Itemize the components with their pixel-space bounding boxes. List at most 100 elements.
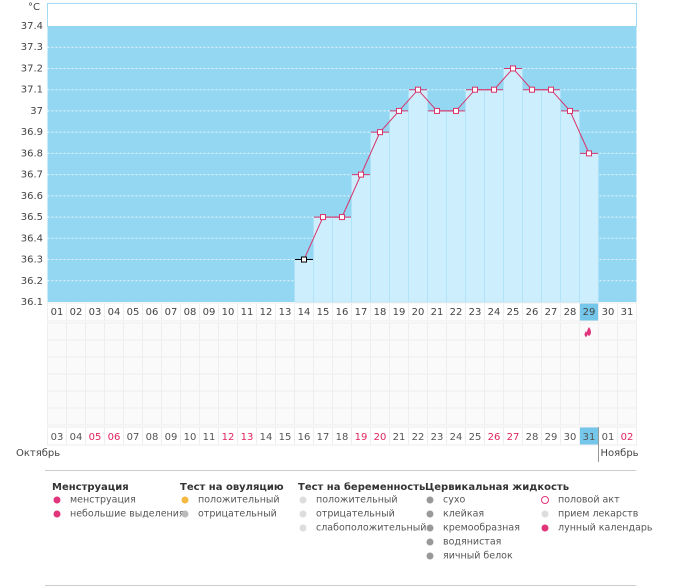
legend-icon	[299, 510, 307, 518]
temperature-point	[491, 86, 497, 93]
y-tick-label: 36.9	[21, 127, 43, 138]
grid-cell	[123, 356, 143, 375]
grid-cell	[389, 356, 409, 375]
grid-cell	[484, 356, 504, 375]
grid-cell	[237, 407, 257, 426]
temperature-point	[548, 86, 554, 93]
grid-cell	[617, 322, 637, 341]
date-label: 30	[564, 432, 577, 443]
legend-header: Тест на овуляцию	[180, 482, 284, 493]
temperature-bar	[408, 89, 428, 303]
grid-cell	[579, 373, 599, 392]
grid-cell	[142, 322, 162, 341]
date-label: 06	[108, 432, 121, 443]
grid-cell	[66, 356, 86, 375]
x-tick-label: 26	[526, 307, 539, 318]
grid-cell	[617, 356, 637, 375]
grid-cell	[427, 390, 447, 409]
grid-cell	[522, 407, 542, 426]
x-tick-label: 04	[108, 307, 121, 318]
grid-cell	[47, 339, 67, 358]
grid-cell	[446, 407, 466, 426]
grid-cell	[332, 373, 352, 392]
grid-cell	[123, 373, 143, 392]
grid-cell	[180, 356, 200, 375]
grid-cell	[503, 373, 523, 392]
grid-cell	[256, 356, 276, 375]
temperature-bar	[351, 174, 371, 303]
x-tick-label: 08	[184, 307, 197, 318]
grid-cell	[294, 356, 314, 375]
legend-icon	[541, 510, 549, 518]
grid-cell	[275, 322, 295, 341]
grid-cell	[408, 373, 428, 392]
grid-cell	[541, 390, 561, 409]
date-label: 12	[222, 432, 235, 443]
temperature-point	[453, 107, 459, 114]
grid-cell	[389, 322, 409, 341]
y-tick-label: 37.1	[21, 85, 43, 96]
grid-cell	[598, 390, 618, 409]
y-tick-label: 36.6	[21, 191, 43, 202]
grid-cell	[465, 390, 485, 409]
date-label: 24	[450, 432, 463, 443]
date-label: 15	[279, 432, 292, 443]
grid-cell	[370, 322, 390, 341]
grid-cell	[389, 373, 409, 392]
x-tick-label: 01	[51, 307, 64, 318]
grid-cell	[237, 373, 257, 392]
grid-cell	[446, 322, 466, 341]
y-tick-label: 36.8	[21, 148, 43, 159]
grid-cell	[85, 356, 105, 375]
date-label: 01	[602, 432, 615, 443]
x-tick-label: 23	[469, 307, 482, 318]
grid-cell	[370, 390, 390, 409]
legend-item: кремообразная	[443, 523, 520, 534]
legend-icon	[53, 510, 61, 518]
grid-cell	[351, 373, 371, 392]
grid-cell	[123, 390, 143, 409]
grid-cell	[294, 407, 314, 426]
grid-cell	[218, 356, 238, 375]
temperature-point	[567, 107, 573, 114]
day-cell	[617, 302, 637, 322]
grid-cell	[560, 407, 580, 426]
temperature-bar	[427, 110, 447, 303]
y-tick-label: 37.4	[21, 21, 43, 32]
grid-cell	[370, 407, 390, 426]
grid-cell	[218, 390, 238, 409]
grid-cell	[332, 356, 352, 375]
grid-cell	[370, 373, 390, 392]
date-label: 22	[412, 432, 425, 443]
grid-cell	[408, 390, 428, 409]
temperature-bar	[446, 110, 466, 303]
grid-cell	[142, 339, 162, 358]
grid-cell	[541, 356, 561, 375]
x-tick-label: 09	[203, 307, 216, 318]
temperature-point	[377, 129, 383, 136]
date-label: 20	[374, 432, 387, 443]
temperature-point	[415, 86, 421, 93]
grid-cell	[237, 339, 257, 358]
x-tick-label: 17	[355, 307, 368, 318]
grid-cell	[465, 407, 485, 426]
grid-cell	[237, 356, 257, 375]
legend-item: слабоположительный	[316, 523, 426, 534]
temperature-bar	[560, 110, 580, 303]
grid-cell	[256, 390, 276, 409]
grid-cell	[598, 339, 618, 358]
temperature-point	[472, 86, 478, 93]
grid-cell	[522, 390, 542, 409]
grid-cell	[351, 339, 371, 358]
date-label: 10	[184, 432, 197, 443]
date-label: 14	[260, 432, 273, 443]
legend-icon	[541, 524, 549, 532]
grid-cell	[541, 322, 561, 341]
grid-cell	[85, 322, 105, 341]
legend-icon	[299, 496, 307, 504]
legend-header: Тест на беременность	[298, 481, 425, 493]
legend-item: клейкая	[443, 509, 484, 520]
grid-cell	[484, 322, 504, 341]
temperature-bar	[294, 259, 314, 303]
